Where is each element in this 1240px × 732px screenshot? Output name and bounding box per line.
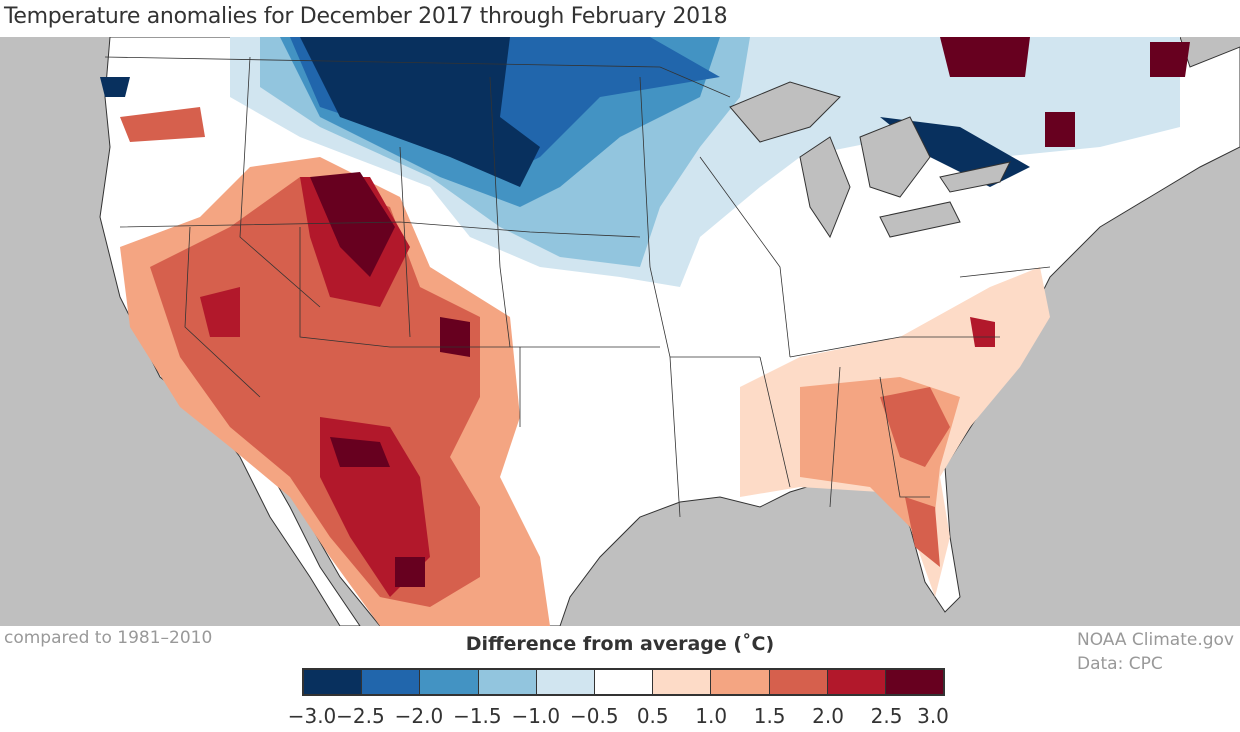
legend-title: Difference from average (˚C) — [465, 633, 775, 655]
legend-swatch — [653, 670, 712, 694]
legend-swatch — [885, 670, 944, 694]
legend-tick-label: −1.0 — [511, 704, 561, 728]
region-warm-virginia-extreme — [970, 317, 995, 347]
legend-swatch — [769, 670, 828, 694]
temperature-anomaly-map — [0, 37, 1240, 626]
region-warm-southeast-strong — [880, 387, 950, 567]
legend-swatch — [420, 670, 479, 694]
legend-swatch — [827, 670, 886, 694]
legend-swatch — [711, 670, 770, 694]
region-cool-extreme — [100, 37, 1030, 187]
legend-color-bar — [302, 668, 945, 696]
legend-tick-label: 2.0 — [812, 704, 844, 728]
credit: NOAA Climate.gov Data: CPC — [1077, 628, 1234, 676]
legend-tick-label: 1.5 — [753, 704, 786, 728]
legend-tick-label: 1.0 — [695, 704, 728, 728]
region-warm-canada-extreme — [940, 37, 1190, 147]
state-borders — [104, 56, 1051, 518]
baseline-note: compared to 1981–2010 — [4, 628, 213, 648]
legend-tick-label: −2.0 — [394, 704, 444, 728]
credit-source: NOAA Climate.gov — [1076, 630, 1234, 650]
legend-tick-label: −3.0 — [287, 704, 337, 728]
legend-swatch — [478, 670, 537, 694]
legend-tick-label: −2.5 — [336, 704, 385, 728]
legend-swatch — [362, 670, 421, 694]
legend-tick-label: 2.5 — [870, 704, 903, 728]
map-title: Temperature anomalies for December 2017 … — [4, 4, 728, 29]
region-warm-southwest-strong — [200, 177, 430, 597]
great-lakes — [729, 81, 1011, 239]
legend-tick-label: 0.5 — [636, 704, 669, 728]
legend-swatch — [304, 670, 363, 694]
legend-ticks: −3.0 −2.5 −2.0 −1.5 −1.0 −0.5 0.5 1.0 1.5 2.0 2.5 3… — [0, 704, 1240, 730]
region-warm-southwest-extreme — [310, 172, 470, 587]
legend-tick-label: −1.5 — [453, 704, 502, 728]
legend-tick-label: −0.5 — [569, 704, 619, 728]
region-warm-pnw — [120, 107, 205, 142]
credit-data: Data: CPC — [1076, 654, 1163, 674]
legend-swatch — [594, 670, 654, 694]
legend-tick-label: 3.0 — [917, 704, 949, 728]
legend-swatch — [536, 670, 595, 694]
